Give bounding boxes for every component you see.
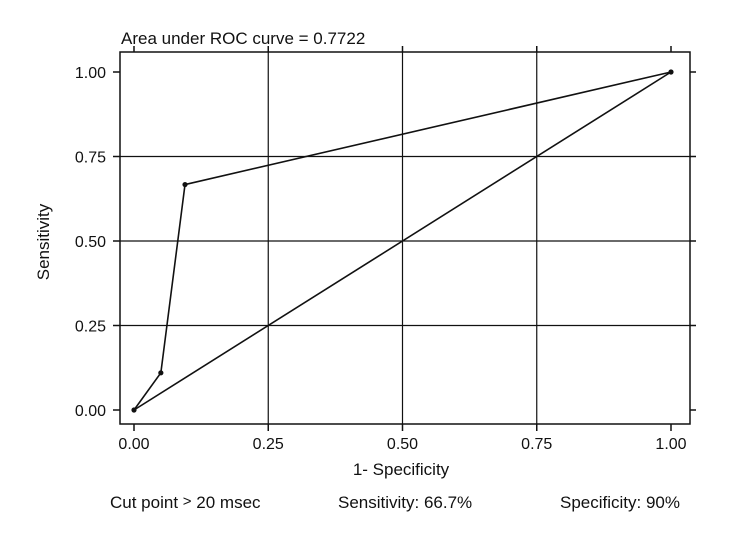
grid: [120, 52, 690, 424]
cut-point-value: 20 msec: [196, 493, 261, 512]
plot-frame: [119, 51, 691, 425]
sensitivity-text: Sensitivity: 66.7%: [338, 493, 473, 512]
specificity-text: Specificity: 90%: [560, 493, 680, 512]
cut-point-symbol: >: [182, 493, 192, 510]
y-tick-label-1: 0.25: [75, 319, 106, 336]
tick-labels: 0.00 0.25 0.50 0.75 1.00 0.00 0.25 0.50 0.75 1.00: [75, 65, 687, 453]
auc-title: Area under ROC curve = 0.7722: [121, 29, 366, 48]
y-tick-label-2: 0.50: [75, 234, 106, 251]
x-tick-label-2: 0.50: [387, 436, 418, 453]
x-axis-label: 1- Specificity: [352, 460, 450, 479]
ticks: [113, 46, 696, 431]
series: [131, 69, 674, 413]
y-tick-label-0: 0.00: [75, 403, 106, 420]
cut-point-text: Cut point > 20 msec: [110, 493, 261, 513]
x-tick-label-1: 0.25: [253, 436, 284, 453]
x-tick-label-4: 1.00: [655, 436, 686, 453]
x-tick-label-0: 0.00: [118, 436, 149, 453]
cut-point-prefix: Cut point: [110, 493, 179, 512]
y-tick-label-3: 0.75: [75, 150, 106, 167]
series-0-point-1: [158, 370, 164, 376]
series-line-1: [133, 71, 672, 411]
x-tick-label-3: 0.75: [521, 436, 552, 453]
y-axis-label: Sensitivity: [34, 203, 53, 281]
series-line-0: [133, 71, 672, 411]
y-tick-label-4: 1.00: [75, 65, 106, 82]
series-0-point-2: [182, 181, 188, 188]
